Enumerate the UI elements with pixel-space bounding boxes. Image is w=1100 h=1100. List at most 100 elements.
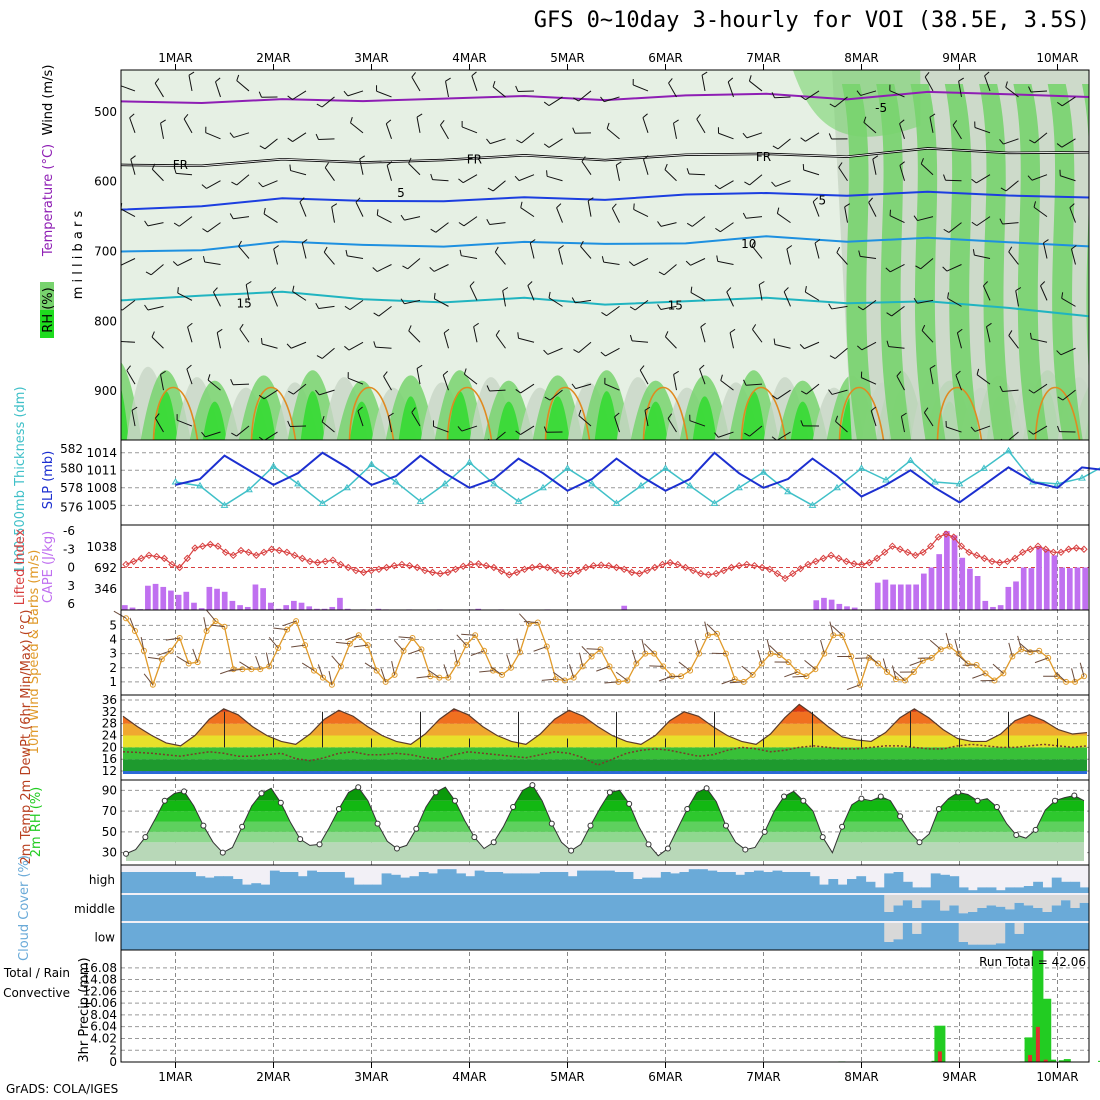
li-point [145, 551, 153, 560]
li-point [566, 569, 575, 578]
slp-line [175, 451, 1100, 504]
cloud-bar-middle [577, 895, 587, 921]
cape-bar [844, 606, 850, 610]
wind-barb [318, 305, 335, 309]
wind-speed-point [588, 653, 595, 660]
cloud-bar-middle [744, 895, 755, 921]
cloud-bar-low [884, 941, 895, 950]
warm-isotherm [936, 386, 983, 440]
wind-barb [348, 341, 364, 351]
wind-barb [1002, 389, 1019, 392]
wind-barb [521, 132, 535, 144]
wind-barb [321, 347, 335, 359]
wind-barb [704, 621, 709, 636]
thickness-point [343, 483, 351, 491]
wind-barb [1002, 222, 1019, 225]
wind-barb-flag [751, 240, 756, 247]
wind-barb [210, 624, 225, 628]
li-point [267, 545, 276, 553]
wind-barb [615, 671, 628, 681]
wind-barb-flag [430, 173, 434, 180]
warm-isotherm [740, 386, 787, 440]
rh-moist-streak [841, 83, 877, 440]
cloud-bar-high [595, 870, 606, 893]
temp-band [123, 735, 1087, 748]
wind-barb [955, 374, 962, 391]
wind-barb [129, 617, 136, 632]
wind-barb-flag [587, 197, 594, 202]
wind-barb-flag [600, 96, 605, 102]
cloud-bar-high [1023, 886, 1034, 893]
wind-barb [606, 128, 620, 140]
rh-point [239, 823, 246, 830]
cloud-bar-low [297, 923, 308, 950]
wind-barb [130, 159, 136, 175]
precip-convective-bar [1028, 1054, 1033, 1062]
wind-barb [143, 673, 154, 686]
cloud-bar-high [400, 877, 411, 893]
wind-barb [746, 216, 763, 219]
wind-barb [1040, 285, 1048, 301]
wind-barb [232, 383, 250, 386]
contour-label: 5 [818, 194, 826, 208]
li-point [1018, 548, 1027, 556]
cape-bar [621, 605, 628, 610]
wind-barb [273, 627, 288, 631]
cloud-bar-high [335, 872, 345, 893]
date-label-bottom: 4MAR [452, 1070, 487, 1084]
rh-plume-core [202, 401, 227, 440]
wind-barb-flag [558, 245, 564, 250]
cloud-bar-middle [390, 895, 401, 921]
wind-barb [147, 656, 162, 660]
wind-barb-flag [814, 239, 821, 244]
wind-barb [321, 421, 335, 433]
wind-speed-point [937, 646, 944, 653]
wind-barb [375, 346, 392, 349]
cloud-bar-middle [465, 895, 476, 921]
wind-barb [299, 201, 307, 217]
wind-barb-flag [343, 90, 349, 97]
wind-barb [1055, 672, 1067, 683]
cloud-bar-low [158, 923, 169, 950]
li-point [390, 561, 398, 570]
rh-point [452, 797, 459, 804]
li-point [520, 565, 529, 574]
wind-barb [264, 138, 278, 150]
wind-barb [720, 380, 734, 391]
cloud-bar-high [828, 879, 839, 893]
cape-bar [298, 602, 305, 610]
wind-barb [855, 657, 870, 659]
cloud-bar-high [698, 869, 708, 893]
wind-barb [323, 251, 335, 265]
cloud-bar-low [484, 923, 494, 950]
precip-convective-bar [1035, 1026, 1040, 1062]
li-point [888, 542, 897, 550]
cloud-bar-low [781, 923, 792, 950]
isotherm-line [121, 90, 1089, 105]
wind-barb-flag [373, 312, 380, 317]
wind-barb-flag [606, 122, 610, 129]
wind-barb [1005, 180, 1019, 192]
cloud-bar-high [456, 873, 466, 893]
wind-barb [777, 138, 791, 150]
thickness-point [882, 476, 890, 483]
cloud-bar-high [484, 872, 494, 893]
cloud-bar-low [428, 923, 438, 950]
wind-barb-flag [473, 322, 479, 328]
precip-total-bar [934, 1025, 946, 1062]
isotherm-line-inner [121, 147, 1089, 167]
cloud-bar-low [121, 923, 131, 950]
wind-barb-flag [216, 328, 223, 334]
cloud-bar-high [577, 870, 587, 893]
wind-barb [404, 299, 421, 305]
li-point [942, 530, 950, 538]
li-point [750, 561, 759, 570]
cloud-gap [949, 895, 960, 906]
wind-barb [388, 416, 392, 433]
li-line [125, 533, 1085, 580]
wind-barb [899, 165, 905, 181]
cloud-bar-low [679, 923, 690, 950]
wind-barb [393, 640, 404, 652]
cloud-bar-high [893, 872, 904, 893]
